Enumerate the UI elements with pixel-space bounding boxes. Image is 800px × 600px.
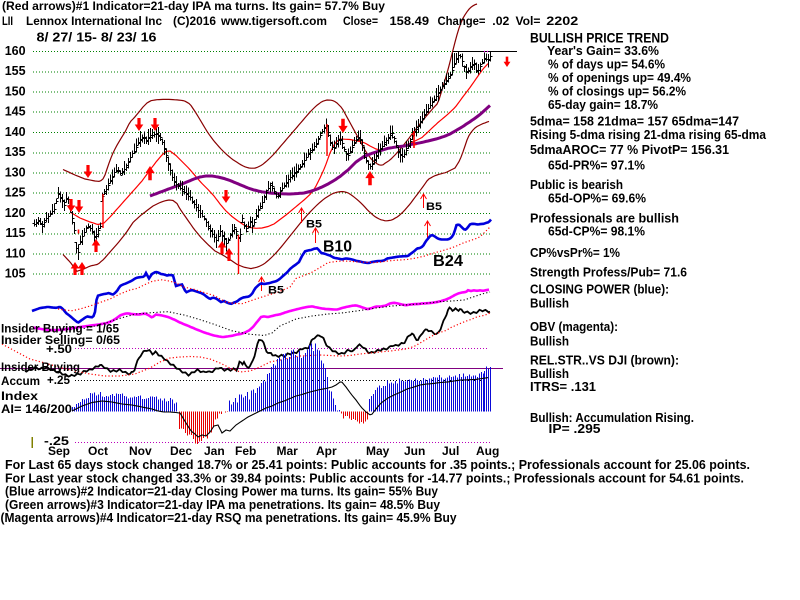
svg-text:Change=: Change= (438, 14, 486, 28)
svg-text:REL.STR..VS DJI (brown):: REL.STR..VS DJI (brown): (530, 354, 679, 368)
svg-text:Rising 5-dma rising 21-dma r: Rising 5-dma rising 21-dma rising 65-dma (530, 128, 767, 142)
svg-text:65d-PR%= 97.1%: 65d-PR%= 97.1% (548, 158, 645, 172)
svg-text:Year's Gain= 33.6%: Year's Gain= 33.6% (547, 44, 659, 58)
svg-text:65-day gain= 18.7%: 65-day gain= 18.7% (548, 98, 658, 112)
svg-text:B5: B5 (306, 219, 322, 231)
svg-text:+.25: +.25 (47, 373, 70, 387)
svg-text:Jun: Jun (404, 444, 425, 458)
svg-text:OBV (magenta):: OBV (magenta): (530, 320, 618, 334)
svg-text:Apr: Apr (316, 444, 337, 458)
svg-text:May: May (366, 444, 390, 458)
svg-text:Public is bearish: Public is bearish (530, 178, 623, 192)
svg-text:(Green arrows)#3 Indicator=21-: (Green arrows)#3 Indicator=21-day IPA ma… (5, 498, 440, 512)
svg-text:For Last 65 days stock changed: For Last 65 days stock changed 18.7% or … (5, 458, 750, 472)
svg-text:158.49: 158.49 (390, 14, 430, 28)
svg-text:150: 150 (5, 84, 26, 98)
svg-text:(Red arrows)#1 Indicator=21-da: (Red arrows)#1 Indicator=21-day IPA ma t… (2, 0, 385, 13)
svg-text:115: 115 (5, 226, 25, 240)
svg-text:Strength Profess/Pub= 71.6: Strength Profess/Pub= 71.6 (530, 266, 687, 280)
svg-text:(Blue arrows)#2 Indicator=21-d: (Blue arrows)#2 Indicator=21-day Closing… (5, 485, 438, 499)
svg-text:B5: B5 (268, 285, 284, 297)
svg-text:110: 110 (5, 246, 25, 260)
svg-text:AI= 146/200: AI= 146/200 (1, 402, 72, 416)
svg-text:Accum: Accum (1, 374, 40, 388)
svg-text:65d-OP%= 69.6%: 65d-OP%= 69.6% (548, 192, 646, 206)
svg-text:Insider Buying: Insider Buying (1, 360, 80, 374)
svg-text:5dma= 158 21dma= 157 65dma=147: 5dma= 158 21dma= 157 65dma=147 (530, 115, 739, 129)
svg-text:Feb: Feb (235, 444, 256, 458)
svg-text:CP%vsPr%= 1%: CP%vsPr%= 1% (530, 246, 620, 260)
svg-text:160: 160 (5, 44, 26, 58)
svg-text:For Last year stock changed 3: For Last year stock changed 33.3% or 39.… (5, 471, 744, 485)
svg-text:LII: LII (2, 14, 13, 28)
svg-text:Dec: Dec (170, 444, 192, 458)
svg-text:120: 120 (5, 206, 26, 220)
svg-text:ITRS= .131: ITRS= .131 (530, 380, 596, 394)
svg-text:(C)2016: (C)2016 (173, 14, 216, 28)
svg-text:155: 155 (5, 64, 26, 78)
svg-text:Insider Buying = 1/65: Insider Buying = 1/65 (1, 322, 119, 336)
svg-text:Index: Index (1, 389, 38, 403)
svg-text:Professionals are bullish: Professionals are bullish (530, 212, 679, 226)
svg-text:Close=: Close= (343, 14, 378, 28)
svg-text:105: 105 (5, 267, 26, 281)
svg-text:Bullish: Bullish (530, 335, 569, 349)
svg-text:Jan: Jan (204, 444, 225, 458)
svg-text:IP= .295: IP= .295 (549, 422, 601, 436)
svg-text:Jul: Jul (442, 444, 459, 458)
svg-text:% of closings up= 56.2%: % of closings up= 56.2% (548, 85, 686, 99)
svg-text:65d-CP%= 98.1%: 65d-CP%= 98.1% (548, 225, 645, 239)
svg-text:Bullish: Bullish (530, 367, 569, 381)
svg-text:B24: B24 (433, 253, 463, 270)
svg-text:8/ 27/ 15- 8/ 23/ 16: 8/ 27/ 15- 8/ 23/ 16 (37, 29, 157, 44)
svg-text:B10: B10 (323, 238, 352, 255)
svg-text:-.25: -.25 (44, 434, 69, 448)
svg-text:Bullish: Accumulation Rising.: Bullish: Accumulation Rising. (530, 411, 694, 425)
svg-text:125: 125 (5, 186, 26, 200)
svg-text:% of openings up= 49.4%: % of openings up= 49.4% (548, 71, 691, 85)
svg-text:Sep: Sep (48, 444, 70, 458)
svg-text:CLOSING POWER (blue):: CLOSING POWER (blue): (530, 282, 669, 296)
svg-text:135: 135 (5, 145, 26, 159)
svg-text:Oct: Oct (88, 444, 108, 458)
svg-text:.02: .02 (492, 14, 509, 28)
svg-text:Vol=: Vol= (516, 14, 541, 28)
svg-text:% of days up= 54.6%: % of days up= 54.6% (548, 58, 665, 72)
svg-text:Bullish: Bullish (530, 297, 569, 311)
svg-text:+.50: +.50 (46, 342, 72, 356)
svg-text:2202: 2202 (546, 14, 578, 28)
svg-text:5dmaAROC= 77 % PivotP= 156.31: 5dmaAROC= 77 % PivotP= 156.31 (530, 143, 729, 157)
svg-text:Mar: Mar (277, 444, 299, 458)
svg-text:Insider Selling= 0/65: Insider Selling= 0/65 (1, 333, 120, 347)
svg-text:130: 130 (5, 165, 26, 179)
svg-text:www.tigersoft.com: www.tigersoft.com (220, 14, 327, 28)
svg-text:145: 145 (5, 105, 26, 119)
svg-text:Lennox International Inc: Lennox International Inc (26, 14, 162, 28)
svg-text:(Magenta arrows)#4 Indicator=2: (Magenta arrows)#4 Indicator=21-day RSQ … (1, 511, 457, 525)
svg-text:Aug: Aug (476, 444, 499, 458)
svg-text:140: 140 (5, 125, 26, 139)
svg-text:B5: B5 (426, 201, 442, 213)
svg-text:Nov: Nov (129, 444, 152, 458)
svg-text:BULLISH PRICE TREND: BULLISH PRICE TREND (530, 30, 669, 46)
